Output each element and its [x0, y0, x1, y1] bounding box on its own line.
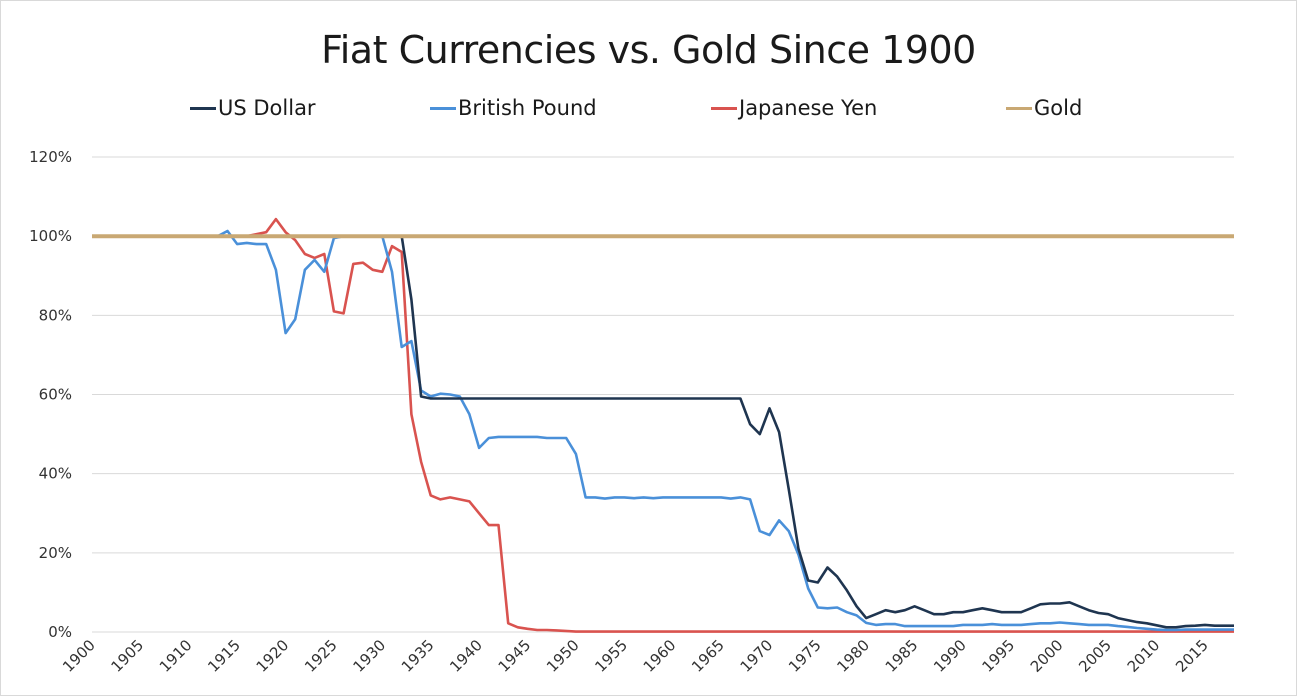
y-tick-label: 60% — [39, 386, 72, 404]
x-tick-label: 1950 — [543, 636, 583, 676]
gridlines — [92, 156, 1234, 633]
legend-label-us-dollar: US Dollar — [218, 96, 316, 120]
x-axis-ticks: 1900 1905 1910 1915 1920 1925 1930 1935 1940 1945… — [59, 636, 1212, 676]
y-tick-label: 100% — [29, 227, 72, 245]
x-tick-label: 2010 — [1124, 636, 1164, 676]
x-tick-label: 1985 — [882, 636, 922, 676]
y-tick-label: 120% — [29, 148, 72, 166]
x-tick-label: 1955 — [591, 636, 631, 676]
x-tick-label: 1920 — [253, 636, 293, 676]
y-tick-label: 40% — [39, 465, 72, 483]
legend-label-gold: Gold — [1034, 96, 1083, 120]
x-tick-label: 1995 — [979, 636, 1019, 676]
x-tick-label: 1900 — [59, 636, 99, 676]
series-lines — [92, 217, 1234, 633]
x-tick-label: 1930 — [349, 636, 389, 676]
legend-item-japanese-yen: Japanese Yen — [711, 96, 877, 120]
x-tick-label: 1935 — [398, 636, 438, 676]
x-tick-label: 1990 — [930, 636, 970, 676]
x-tick-label: 2000 — [1027, 636, 1067, 676]
x-tick-label: 1905 — [107, 636, 147, 676]
x-tick-label: 1975 — [785, 636, 825, 676]
legend-label-british-pound: British Pound — [458, 96, 597, 120]
y-tick-label: 80% — [39, 306, 72, 324]
chart-legend: US Dollar British Pound Japanese Yen Gol… — [0, 96, 1297, 124]
chart-title: Fiat Currencies vs. Gold Since 1900 — [321, 28, 976, 72]
legend-swatch-british-pound — [430, 106, 456, 110]
legend-item-gold: Gold — [1006, 96, 1082, 120]
y-tick-label: 0% — [48, 623, 72, 641]
x-tick-label: 1940 — [446, 636, 486, 676]
x-tick-label: 1925 — [301, 636, 341, 676]
legend-item-british-pound: British Pound — [430, 96, 597, 120]
x-tick-label: 1970 — [737, 636, 777, 676]
y-axis-ticks: 0% 20% 40% 60% 80% 100% 120% — [29, 148, 72, 641]
x-tick-label: 2015 — [1172, 636, 1212, 676]
legend-swatch-gold — [1006, 106, 1032, 110]
x-tick-label: 1910 — [156, 636, 196, 676]
x-tick-label: 1945 — [495, 636, 535, 676]
series-line-japanese-yen — [92, 217, 1234, 633]
y-tick-label: 20% — [39, 544, 72, 562]
series-line-british-pound — [92, 229, 1234, 632]
legend-swatch-us-dollar — [190, 106, 216, 110]
x-tick-label: 1960 — [640, 636, 680, 676]
x-tick-label: 1915 — [204, 636, 244, 676]
x-tick-label: 1965 — [688, 636, 728, 676]
series-line-us-dollar — [92, 234, 1234, 629]
legend-swatch-japanese-yen — [711, 106, 737, 110]
x-tick-label: 2005 — [1075, 636, 1115, 676]
legend-item-us-dollar: US Dollar — [190, 96, 316, 120]
x-tick-label: 1980 — [833, 636, 873, 676]
legend-label-japanese-yen: Japanese Yen — [739, 96, 878, 120]
